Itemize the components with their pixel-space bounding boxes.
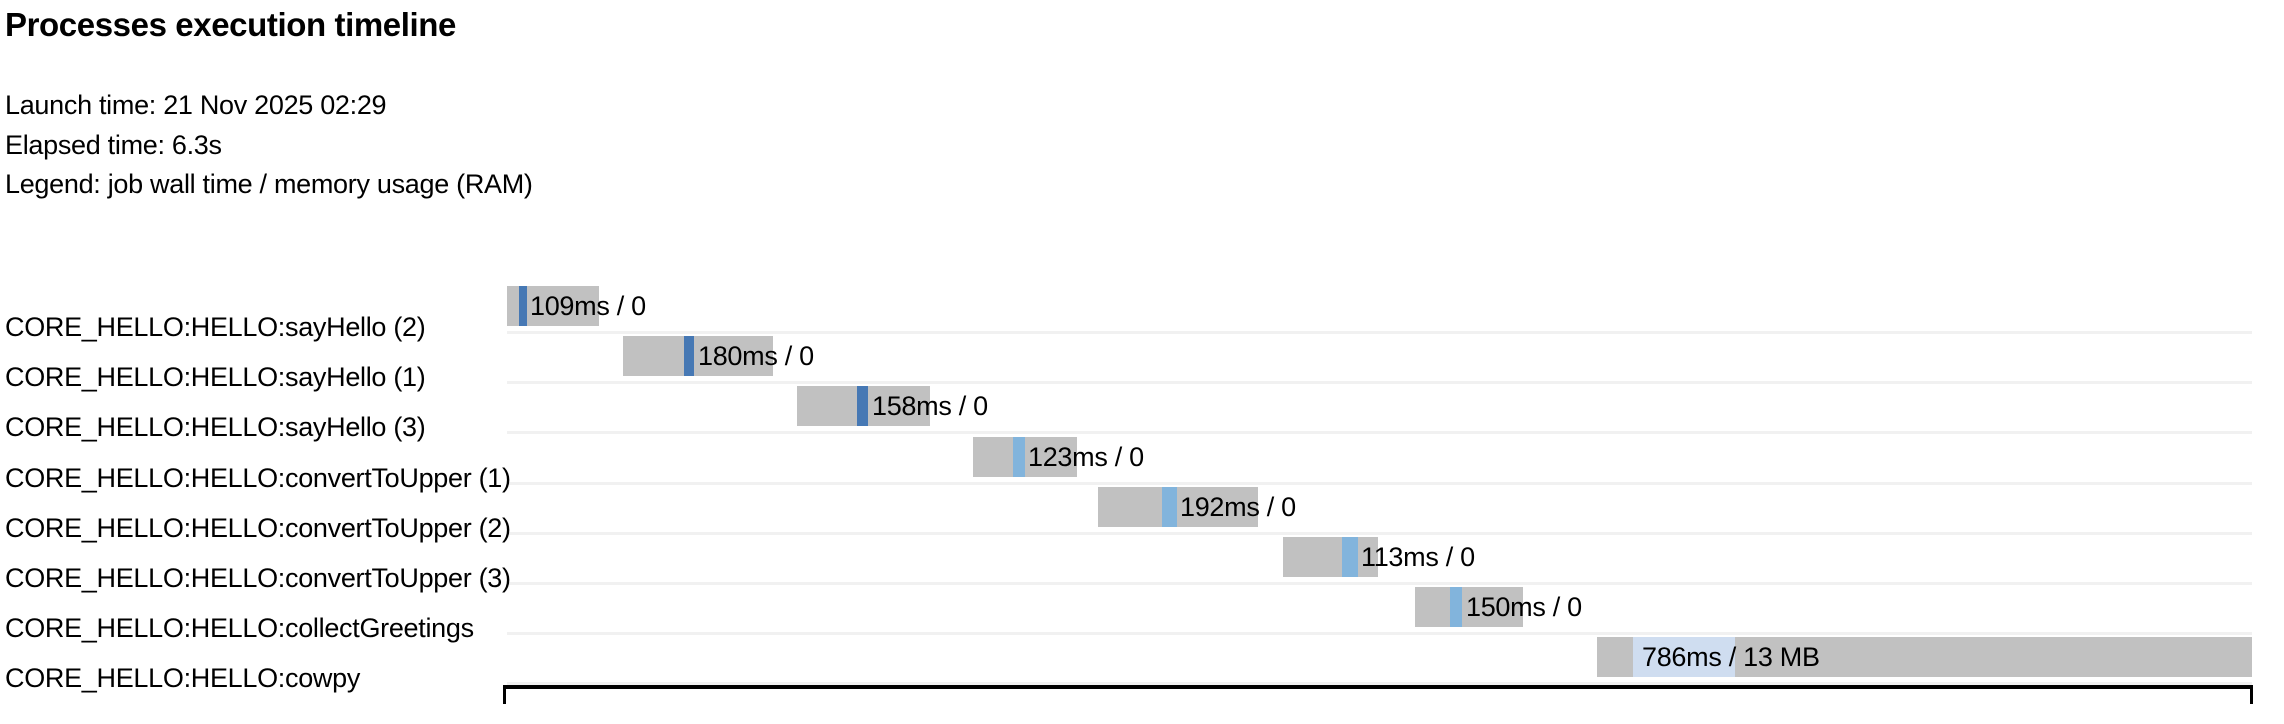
run-meta: Launch time: 21 Nov 2025 02:29 Elapsed t… [5, 86, 533, 205]
legend-text: Legend: job wall time / memory usage (RA… [5, 169, 533, 199]
task-bar [1098, 487, 1258, 527]
row-gridline [507, 331, 2252, 334]
task-label: CORE_HELLO:HELLO:convertToUpper (2) [5, 513, 511, 543]
task-label: CORE_HELLO:HELLO:sayHello (1) [5, 362, 426, 392]
task-label: CORE_HELLO:HELLO:sayHello (3) [5, 412, 426, 442]
task-bar [973, 437, 1077, 477]
task-bar [623, 336, 773, 376]
task-bar [1415, 587, 1523, 627]
row-gridline [507, 482, 2252, 485]
task-value-label: 158ms / 0 [872, 391, 988, 421]
launch-time-text: Launch time: 21 Nov 2025 02:29 [5, 90, 387, 120]
task-label: CORE_HELLO:HELLO:sayHello (2) [5, 312, 426, 342]
task-runtime-segment [1450, 587, 1462, 627]
task-value-label: 109ms / 0 [530, 291, 646, 321]
elapsed-time-text: Elapsed time: 6.3s [5, 129, 222, 160]
row-gridline [507, 582, 2252, 585]
task-label: CORE_HELLO:HELLO:cowpy [5, 663, 361, 693]
task-runtime-segment [857, 386, 868, 426]
row-gridline [507, 431, 2252, 434]
task-value-label: 786ms / 13 MB [1642, 642, 1820, 672]
task-runtime-segment [684, 336, 694, 376]
task-value-label: 150ms / 0 [1466, 592, 1582, 622]
row-gridline [507, 632, 2252, 635]
task-label: CORE_HELLO:HELLO:convertToUpper (3) [5, 563, 511, 593]
page-title: Processes execution timeline [5, 6, 457, 43]
task-value-label: 113ms / 0 [1361, 542, 1475, 572]
task-bar [1283, 537, 1378, 577]
row-gridline [507, 532, 2252, 535]
task-bar [1597, 637, 2252, 677]
task-runtime-segment [1342, 537, 1358, 577]
task-label: CORE_HELLO:HELLO:collectGreetings [5, 613, 474, 643]
task-runtime-segment [1633, 637, 1735, 677]
task-bar [797, 386, 930, 426]
task-runtime-segment [519, 286, 527, 326]
task-label: CORE_HELLO:HELLO:convertToUpper (1) [5, 463, 511, 493]
task-runtime-segment [1162, 487, 1177, 527]
task-value-label: 192ms / 0 [1180, 492, 1296, 522]
task-value-label: 123ms / 0 [1028, 442, 1144, 472]
cutoff-panel-border [503, 685, 2253, 704]
row-gridline [507, 682, 2252, 685]
row-gridline [507, 381, 2252, 384]
task-runtime-segment [1013, 437, 1025, 477]
task-bar [507, 286, 599, 326]
task-value-label: 180ms / 0 [698, 341, 814, 371]
